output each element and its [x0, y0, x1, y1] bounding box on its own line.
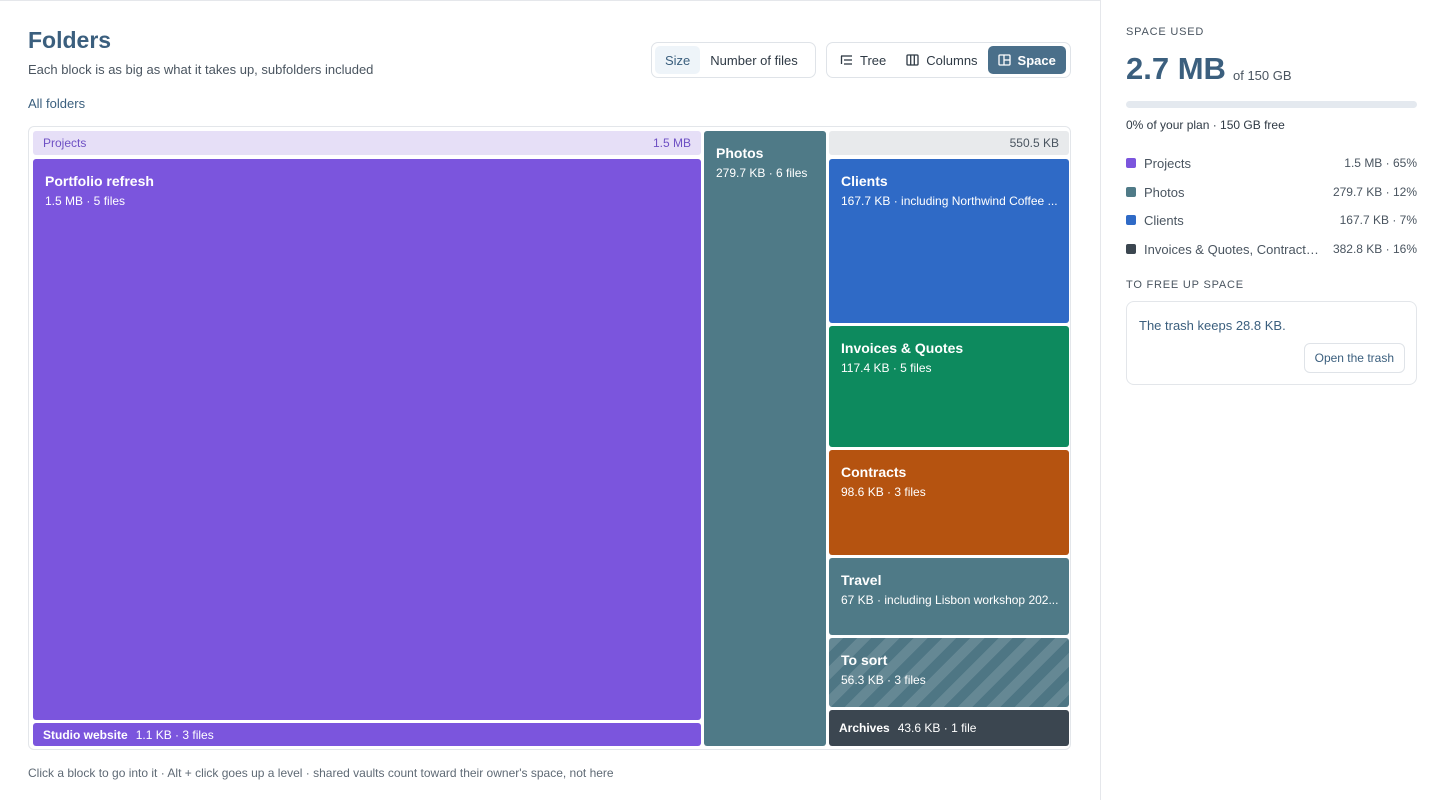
- space-treemap: Projects 1.5 MB Portfolio refresh 1.5 MB…: [28, 126, 1071, 750]
- legend-item-photos[interactable]: Photos 279.7 KB · 12%: [1126, 183, 1417, 201]
- page-title: Folders: [28, 27, 112, 53]
- tree-icon: [840, 55, 852, 65]
- view-tree-label: Tree: [860, 52, 887, 68]
- block-archives[interactable]: Archives 43.6 KB · 1 file: [829, 710, 1069, 746]
- legend-value: 279.7 KB · 12%: [1332, 185, 1417, 199]
- block-contracts[interactable]: Contracts 98.6 KB · 3 files: [829, 450, 1069, 555]
- block-title: Photos: [716, 145, 764, 161]
- block-portfolio-refresh[interactable]: Portfolio refresh 1.5 MB · 5 files: [33, 159, 701, 720]
- block-title: Travel: [841, 572, 882, 588]
- view-toggle: Tree Columns Space: [826, 42, 1071, 78]
- group-other-size: 550.5 KB: [1009, 136, 1059, 150]
- free-up-space-card: The trash keeps 28.8 KB. Open the trash: [1126, 301, 1417, 385]
- space-total: of 150 GB: [1233, 68, 1292, 83]
- group-projects-size: 1.5 MB: [652, 136, 691, 150]
- block-meta: 1.1 KB · 3 files: [135, 727, 214, 742]
- block-meta: 43.6 KB · 1 file: [897, 721, 977, 735]
- space-used-label: SPACE USED: [1126, 26, 1205, 38]
- legend-item-clients[interactable]: Clients 167.7 KB · 7%: [1126, 211, 1417, 229]
- toggle-number-of-files[interactable]: Number of files: [710, 52, 798, 68]
- view-tree-button[interactable]: Tree: [830, 46, 896, 74]
- block-invoices-quotes[interactable]: Invoices & Quotes 117.4 KB · 5 files: [829, 326, 1069, 447]
- group-header-other[interactable]: 550.5 KB: [829, 131, 1069, 155]
- usage-text: 0% of your plan · 150 GB free: [1126, 118, 1285, 132]
- block-title: Invoices & Quotes: [841, 340, 964, 356]
- legend-name: Photos: [1144, 184, 1185, 200]
- legend-value: 1.5 MB · 65%: [1344, 156, 1417, 170]
- block-meta: 1.5 MB · 5 files: [45, 194, 126, 208]
- block-meta: 98.6 KB · 3 files: [841, 485, 926, 499]
- block-clients[interactable]: Clients 167.7 KB · including Northwind C…: [829, 159, 1069, 323]
- block-photos[interactable]: Photos 279.7 KB · 6 files: [704, 131, 826, 746]
- page-subtitle: Each block is as big as what it takes up…: [28, 62, 374, 77]
- legend-swatch: [1126, 244, 1136, 254]
- toggle-size[interactable]: Size: [655, 46, 701, 74]
- legend-item-others[interactable]: Invoices & Quotes, Contracts, Travel, To…: [1126, 240, 1417, 258]
- footer-hint: Click a block to go into it · Alt + clic…: [28, 766, 614, 780]
- group-header-projects[interactable]: Projects 1.5 MB: [33, 131, 701, 155]
- legend-value: 382.8 KB · 16%: [1332, 242, 1417, 256]
- block-to-sort[interactable]: To sort 56.3 KB · 3 files: [829, 638, 1069, 707]
- legend-swatch: [1126, 215, 1136, 225]
- space-sidebar: SPACE USED 2.7 MB of 150 GB 0% of your p…: [1100, 0, 1440, 800]
- legend-value: 167.7 KB · 7%: [1339, 213, 1417, 227]
- view-columns-label: Columns: [926, 52, 978, 68]
- group-projects-label: Projects: [43, 136, 87, 150]
- legend-name: Projects: [1144, 155, 1191, 171]
- block-title: Portfolio refresh: [45, 173, 154, 189]
- block-title: Archives: [839, 721, 890, 735]
- trash-size-text: The trash keeps 28.8 KB.: [1139, 318, 1286, 333]
- block-meta: 167.7 KB · including Northwind Coffee ..…: [841, 194, 1058, 208]
- block-meta: 56.3 KB · 3 files: [841, 673, 926, 687]
- view-columns-button[interactable]: Columns: [896, 46, 987, 74]
- block-title: Contracts: [841, 464, 907, 480]
- legend-name: Invoices & Quotes, Contracts, Travel, To…: [1144, 241, 1325, 257]
- legend-swatch: [1126, 187, 1136, 197]
- usage-progress-bar: [1126, 101, 1417, 108]
- block-studio-website[interactable]: Studio website 1.1 KB · 3 files: [33, 723, 701, 746]
- columns-icon: [906, 54, 919, 66]
- breadcrumb-all-folders[interactable]: All folders: [28, 96, 86, 111]
- block-meta: 67 KB · including Lisbon workshop 202...: [841, 593, 1059, 607]
- block-title: To sort: [841, 652, 888, 668]
- open-trash-button[interactable]: Open the trash: [1303, 343, 1405, 373]
- legend-swatch: [1126, 158, 1136, 168]
- block-title: Clients: [841, 173, 888, 189]
- view-space-label: Space: [1017, 52, 1056, 68]
- legend-item-projects[interactable]: Projects 1.5 MB · 65%: [1126, 154, 1417, 172]
- free-up-space-label: TO FREE UP SPACE: [1126, 279, 1244, 291]
- measure-toggle: Size Number of files: [651, 42, 816, 78]
- block-meta: 117.4 KB · 5 files: [841, 361, 932, 375]
- block-travel[interactable]: Travel 67 KB · including Lisbon workshop…: [829, 558, 1069, 635]
- block-title: Studio website: [43, 727, 128, 742]
- main-panel: Folders Each block is as big as what it …: [0, 0, 1100, 780]
- space-used-value: 2.7 MB: [1126, 51, 1226, 86]
- view-space-button[interactable]: Space: [987, 46, 1066, 74]
- legend-name: Clients: [1144, 212, 1184, 228]
- block-meta: 279.7 KB · 6 files: [716, 166, 808, 180]
- space-icon: [997, 54, 1011, 66]
